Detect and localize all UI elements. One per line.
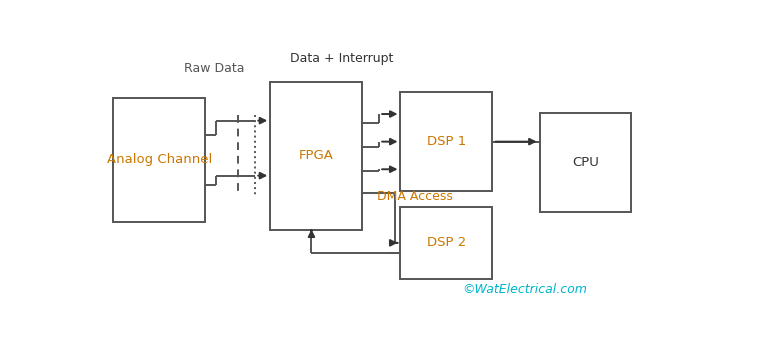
- Text: DMA Access: DMA Access: [377, 190, 452, 203]
- Text: CPU: CPU: [572, 156, 599, 169]
- Bar: [539, 113, 631, 212]
- Bar: [400, 92, 492, 191]
- Text: Data + Interrupt: Data + Interrupt: [290, 52, 393, 65]
- Text: FPGA: FPGA: [299, 149, 334, 162]
- Bar: [400, 207, 492, 279]
- Bar: [113, 97, 205, 222]
- Text: ©WatElectrical.com: ©WatElectrical.com: [463, 283, 588, 296]
- Text: DSP 2: DSP 2: [427, 236, 466, 249]
- Text: Analog Channel: Analog Channel: [106, 153, 212, 166]
- Text: DSP 1: DSP 1: [427, 135, 466, 148]
- Bar: [270, 82, 362, 230]
- Text: Raw Data: Raw Data: [183, 62, 244, 75]
